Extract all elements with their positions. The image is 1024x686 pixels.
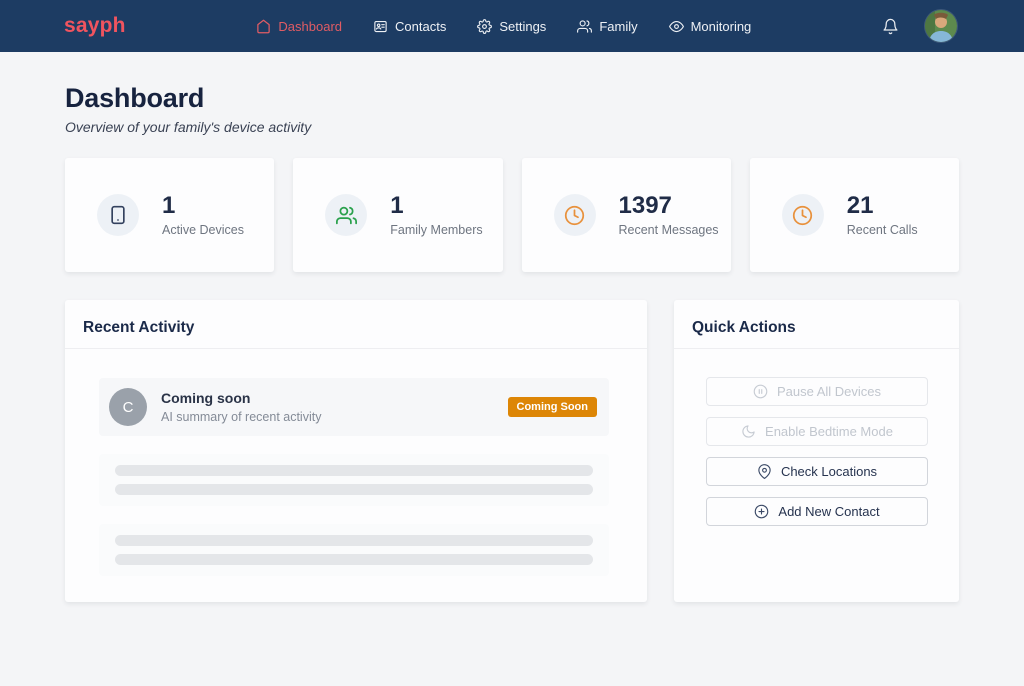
- quick-actions-title: Quick Actions: [674, 300, 959, 349]
- skeleton-bar: [115, 484, 593, 495]
- nav-item-label: Monitoring: [690, 18, 752, 34]
- coming-soon-badge: Coming Soon: [507, 397, 597, 417]
- nav-item-label: Family: [599, 18, 638, 34]
- quick-actions-body: Pause All Devices Enable Bedtime Mode Ch…: [674, 349, 959, 526]
- stat-value: 1: [162, 191, 176, 219]
- nav-item-label: Dashboard: [278, 18, 343, 34]
- enable-bedtime-mode-button[interactable]: Enable Bedtime Mode: [706, 417, 928, 446]
- stat-value: 1: [390, 191, 404, 219]
- stats-row: 1 Active Devices 1 Family Members 1397 R…: [65, 158, 959, 272]
- clock-icon: [553, 194, 596, 236]
- nav-item-label: Settings: [499, 18, 547, 34]
- button-label: Pause All Devices: [776, 384, 882, 399]
- brand-logo[interactable]: sayph: [64, 14, 126, 37]
- nav-item-settings[interactable]: Settings: [477, 19, 546, 34]
- skeleton-bar: [115, 554, 593, 565]
- stat-value: 21: [846, 191, 874, 219]
- activity-title: Coming soon: [161, 390, 251, 406]
- smartphone-icon: [97, 194, 139, 236]
- moon-icon: [741, 424, 756, 439]
- stat-label: Recent Messages: [618, 223, 719, 238]
- skeleton-bar: [115, 465, 593, 476]
- page-title: Dashboard: [65, 83, 205, 113]
- activity-subtitle: AI summary of recent activity: [161, 410, 322, 424]
- clock-icon: [781, 194, 824, 236]
- stat-label: Recent Calls: [846, 223, 918, 238]
- nav-item-contacts[interactable]: Contacts: [373, 19, 446, 34]
- button-label: Add New Contact: [778, 504, 880, 519]
- stat-card-active-devices: 1 Active Devices: [65, 158, 275, 272]
- page-subtitle: Overview of your family's device activit…: [65, 119, 312, 135]
- stat-card-recent-calls: 21 Recent Calls: [749, 158, 959, 272]
- check-locations-button[interactable]: Check Locations: [706, 457, 928, 486]
- nav-item-monitoring[interactable]: Monitoring: [668, 18, 752, 34]
- gear-icon: [477, 18, 493, 34]
- stat-card-family-members: 1 Family Members: [293, 158, 503, 272]
- quick-actions-panel: Quick Actions Pause All Devices Enable B…: [674, 300, 959, 602]
- user-avatar[interactable]: [925, 10, 957, 42]
- pause-all-devices-button[interactable]: Pause All Devices: [706, 377, 928, 406]
- activity-text: Coming soon AI summary of recent activit…: [161, 390, 321, 424]
- panels-row: Recent Activity C Coming soon AI summary…: [65, 300, 959, 602]
- button-label: Check Locations: [780, 464, 878, 479]
- stat-value: 1397: [618, 191, 672, 219]
- recent-activity-panel: Recent Activity C Coming soon AI summary…: [65, 300, 647, 602]
- eye-icon: [668, 19, 684, 34]
- main-content: Dashboard Overview of your family's devi…: [65, 83, 959, 602]
- users-icon: [577, 19, 593, 34]
- stat-card-recent-messages: 1397 Recent Messages: [521, 158, 731, 272]
- bell-icon[interactable]: [882, 18, 899, 35]
- home-icon: [256, 19, 271, 34]
- nav-menu: Dashboard Contacts Settings Family Monit…: [256, 19, 751, 34]
- nav-item-family[interactable]: Family: [577, 18, 638, 34]
- pause-circle-icon: [753, 384, 768, 399]
- users-icon: [325, 194, 368, 236]
- page-header: Dashboard Overview of your family's devi…: [65, 83, 959, 135]
- stat-label: Family Members: [390, 223, 483, 238]
- top-navbar: sayph Dashboard Contacts Settings Family: [0, 0, 1024, 52]
- recent-activity-title: Recent Activity: [65, 300, 647, 349]
- skeleton-bar: [115, 535, 593, 546]
- contact-card-icon: [373, 19, 388, 34]
- add-new-contact-button[interactable]: Add New Contact: [706, 497, 928, 526]
- nav-item-dashboard[interactable]: Dashboard: [256, 19, 342, 34]
- nav-item-label: Contacts: [395, 18, 447, 34]
- stat-label: Active Devices: [162, 223, 244, 238]
- nav-right-group: [882, 10, 957, 42]
- skeleton-row: [99, 524, 609, 576]
- button-label: Enable Bedtime Mode: [765, 424, 893, 439]
- skeleton-row: [99, 454, 609, 506]
- activity-item-coming-soon: C Coming soon AI summary of recent activ…: [99, 378, 609, 436]
- recent-activity-body: C Coming soon AI summary of recent activ…: [65, 349, 647, 576]
- plus-circle-icon: [754, 504, 769, 519]
- activity-avatar: C: [109, 388, 147, 426]
- map-pin-icon: [757, 464, 772, 479]
